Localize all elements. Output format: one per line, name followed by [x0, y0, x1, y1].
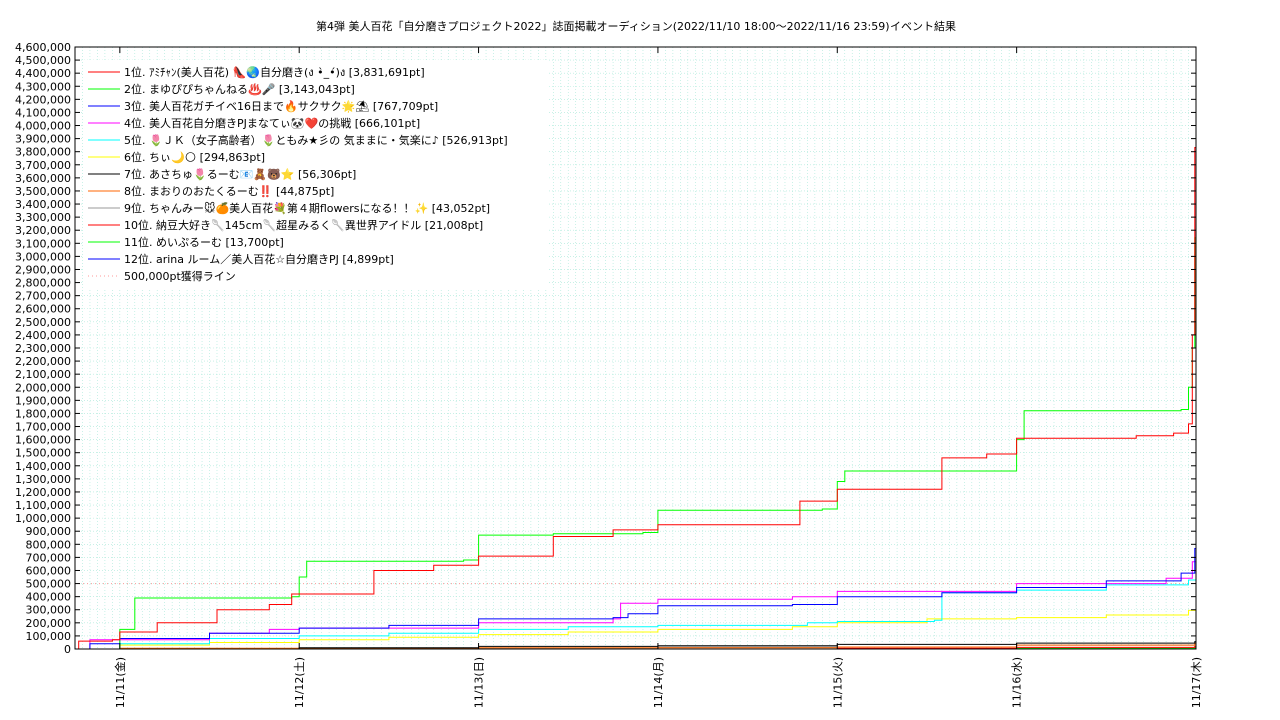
y-tick-label: 1,600,000 — [15, 434, 71, 447]
y-tick-label: 2,700,000 — [15, 290, 71, 303]
y-tick-label: 2,900,000 — [15, 263, 71, 276]
y-tick-label: 700,000 — [26, 551, 72, 564]
legend-label: 10位. 納豆大好き🥄145cm🥄超星みるく🥄異世界アイドル [21,008pt… — [124, 218, 483, 232]
y-tick-label: 0 — [64, 643, 71, 656]
y-axis: 0100,000200,000300,000400,000500,000600,… — [15, 41, 1196, 656]
y-tick-label: 3,100,000 — [15, 237, 71, 250]
y-tick-label: 4,300,000 — [15, 80, 71, 93]
y-tick-label: 4,500,000 — [15, 54, 71, 67]
legend-label: 8位. まおりのおたくるーむ‼️ [44,875pt] — [124, 184, 334, 198]
y-tick-label: 3,300,000 — [15, 211, 71, 224]
y-tick-label: 1,700,000 — [15, 421, 71, 434]
legend-label: 7位. あさちゅ🌷るーむ📧🧸🐻⭐️ [56,306pt] — [124, 167, 356, 181]
y-tick-label: 500,000 — [26, 578, 72, 591]
y-tick-label: 3,800,000 — [15, 146, 71, 159]
legend-label: 3位. 美人百花ガチイベ16日まで🔥サクサク🌟⛱ [767,709pt] — [124, 99, 438, 113]
series-line-5 — [75, 579, 1196, 650]
y-tick-label: 800,000 — [26, 538, 72, 551]
x-tick-label: 11/16(水) — [1011, 657, 1024, 708]
legend-label: 6位. ちぃ🌙🌕 [294,863pt] — [124, 150, 265, 164]
y-tick-label: 2,000,000 — [15, 381, 71, 394]
y-tick-label: 2,100,000 — [15, 368, 71, 381]
y-tick-label: 4,000,000 — [15, 120, 71, 133]
y-tick-label: 2,400,000 — [15, 329, 71, 342]
legend-label: 500,000pt獲得ライン — [124, 270, 236, 283]
series-line-2 — [75, 237, 1196, 650]
legend-label: 12位. arina ルーム／美人百花☆自分磨きPJ [4,899pt] — [124, 252, 394, 266]
y-tick-label: 1,300,000 — [15, 473, 71, 486]
legend-label: 1位. ｱﾐﾁｬﾝ(美人百花) 👠🌏自分磨き(ง •̀_•́)ง [3,831,… — [124, 65, 425, 79]
series-line-1 — [75, 147, 1196, 650]
y-tick-label: 1,400,000 — [15, 460, 71, 473]
y-tick-label: 2,500,000 — [15, 316, 71, 329]
y-tick-label: 4,200,000 — [15, 93, 71, 106]
legend-label: 9位. ちゃんみー🐭🍊美人百花💐第４期flowersになる！！✨ [43,052… — [124, 201, 490, 215]
chart-title: 第4弾 美人百花「自分磨きプロジェクト2022」誌面掲載オーディション(2022… — [316, 19, 890, 33]
y-tick-label: 3,700,000 — [15, 159, 71, 172]
y-tick-label: 3,600,000 — [15, 172, 71, 185]
x-tick-label: 11/15(火) — [831, 657, 844, 708]
y-tick-label: 2,800,000 — [15, 277, 71, 290]
y-tick-label: 1,200,000 — [15, 486, 71, 499]
y-tick-label: 200,000 — [26, 617, 72, 630]
chart-subtitle: イベント結果 — [890, 19, 956, 33]
y-tick-label: 4,100,000 — [15, 106, 71, 119]
y-tick-label: 300,000 — [26, 604, 72, 617]
x-tick-label: 11/14(月) — [652, 657, 665, 708]
y-tick-label: 1,800,000 — [15, 407, 71, 420]
y-tick-label: 3,900,000 — [15, 133, 71, 146]
y-tick-label: 600,000 — [26, 564, 72, 577]
legend-label: 4位. 美人百花自分磨きPJまなてぃ🐼❤️の挑戦 [666,101pt] — [124, 116, 420, 130]
y-tick-label: 2,200,000 — [15, 355, 71, 368]
y-tick-label: 900,000 — [26, 525, 72, 538]
legend-background — [83, 60, 548, 290]
y-tick-label: 2,600,000 — [15, 303, 71, 316]
y-tick-label: 100,000 — [26, 630, 72, 643]
legend-label: 11位. めいぷるーむ [13,700pt] — [124, 235, 284, 249]
series-line-6 — [75, 609, 1196, 650]
series-line-7 — [75, 641, 1196, 650]
y-tick-label: 3,500,000 — [15, 185, 71, 198]
legend-label: 2位. まゆぴぴちゃんねる♨️🎤 [3,143,043pt] — [124, 82, 355, 96]
x-tick-label: 11/12(土) — [293, 657, 306, 708]
x-tick-label: 11/13(日) — [473, 657, 486, 708]
y-tick-label: 1,000,000 — [15, 512, 71, 525]
y-tick-label: 1,100,000 — [15, 499, 71, 512]
y-tick-label: 2,300,000 — [15, 342, 71, 355]
x-tick-label: 11/17(木) — [1190, 657, 1203, 708]
y-tick-label: 1,500,000 — [15, 447, 71, 460]
y-tick-label: 3,400,000 — [15, 198, 71, 211]
series-line-3 — [75, 548, 1196, 650]
x-tick-label: 11/11(金) — [113, 657, 127, 708]
y-tick-label: 3,000,000 — [15, 250, 71, 263]
legend: 1位. ｱﾐﾁｬﾝ(美人百花) 👠🌏自分磨き(ง •̀_•́)ง [3,831,… — [83, 60, 548, 290]
y-tick-label: 4,400,000 — [15, 67, 71, 80]
y-tick-label: 4,600,000 — [15, 41, 71, 54]
legend-label: 5位. 🌷ＪＫ（女子高齢者）🌷ともみ★彡の 気ままに・気楽に♪ [526,913… — [124, 133, 508, 147]
y-tick-label: 400,000 — [26, 591, 72, 604]
y-tick-label: 1,900,000 — [15, 394, 71, 407]
y-tick-label: 3,200,000 — [15, 224, 71, 237]
x-axis: 11/11(金) 11/12(土) 11/13(日) 11/14(月) 11/15(火)… — [113, 47, 1203, 708]
